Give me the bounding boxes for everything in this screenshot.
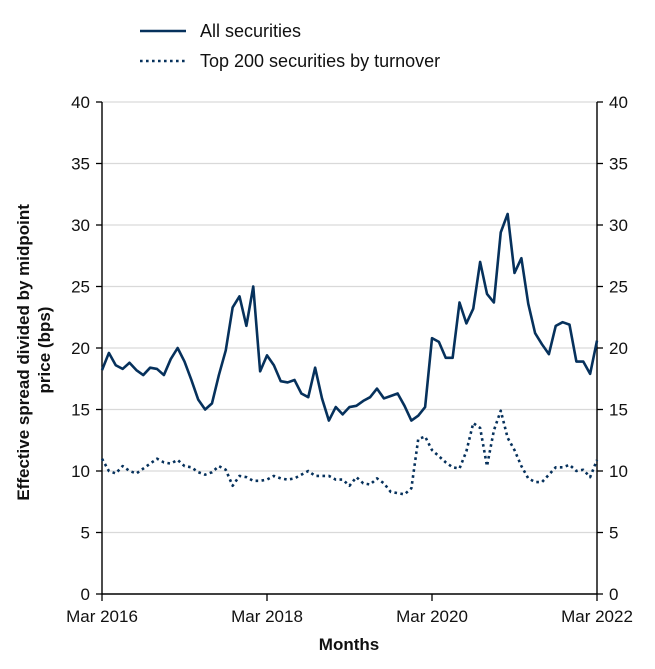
series-line-all-securities: [100, 212, 599, 422]
left-tick-label-10: 10: [71, 462, 90, 481]
left-tick-label-0: 0: [81, 585, 90, 604]
legend-label-all-securities: All securities: [200, 21, 301, 41]
left-tick-label-35: 35: [71, 155, 90, 174]
left-tick-label-15: 15: [71, 401, 90, 420]
series-line-top-200: [100, 409, 599, 496]
legend-label-top-200: Top 200 securities by turnover: [200, 51, 440, 71]
right-tick-label-15: 15: [609, 401, 628, 420]
left-tick-label-20: 20: [71, 339, 90, 358]
left-y-ticks: 0 5 10 15 20 25 30 35 40: [71, 93, 102, 604]
right-tick-label-25: 25: [609, 278, 628, 297]
x-axis-title: Months: [319, 635, 379, 654]
y-axis-title-line-1: Effective spread divided by midpoint: [14, 204, 33, 501]
right-tick-label-35: 35: [609, 155, 628, 174]
series-group: [100, 212, 599, 496]
right-tick-label-10: 10: [609, 462, 628, 481]
right-y-ticks: 0 5 10 15 20 25 30 35 40: [597, 93, 628, 604]
right-tick-label-30: 30: [609, 216, 628, 235]
y-axis-title-line-2: price (bps): [35, 307, 54, 394]
x-ticks: Mar 2016 Mar 2018 Mar 2020 Mar 2022: [66, 594, 633, 626]
left-tick-label-30: 30: [71, 216, 90, 235]
y-axis-title: Effective spread divided by midpoint pri…: [14, 199, 54, 500]
right-tick-label-20: 20: [609, 339, 628, 358]
left-tick-label-40: 40: [71, 93, 90, 112]
x-tick-label-2: Mar 2020: [396, 607, 468, 626]
right-tick-label-5: 5: [609, 524, 618, 543]
legend: All securities Top 200 securities by tur…: [140, 21, 440, 71]
gridlines: [102, 101, 597, 534]
x-tick-label-1: Mar 2018: [231, 607, 303, 626]
x-tick-label-3: Mar 2022: [561, 607, 633, 626]
left-tick-label-5: 5: [81, 524, 90, 543]
right-tick-label-40: 40: [609, 93, 628, 112]
x-tick-label-0: Mar 2016: [66, 607, 138, 626]
right-tick-label-0: 0: [609, 585, 618, 604]
left-tick-label-25: 25: [71, 278, 90, 297]
